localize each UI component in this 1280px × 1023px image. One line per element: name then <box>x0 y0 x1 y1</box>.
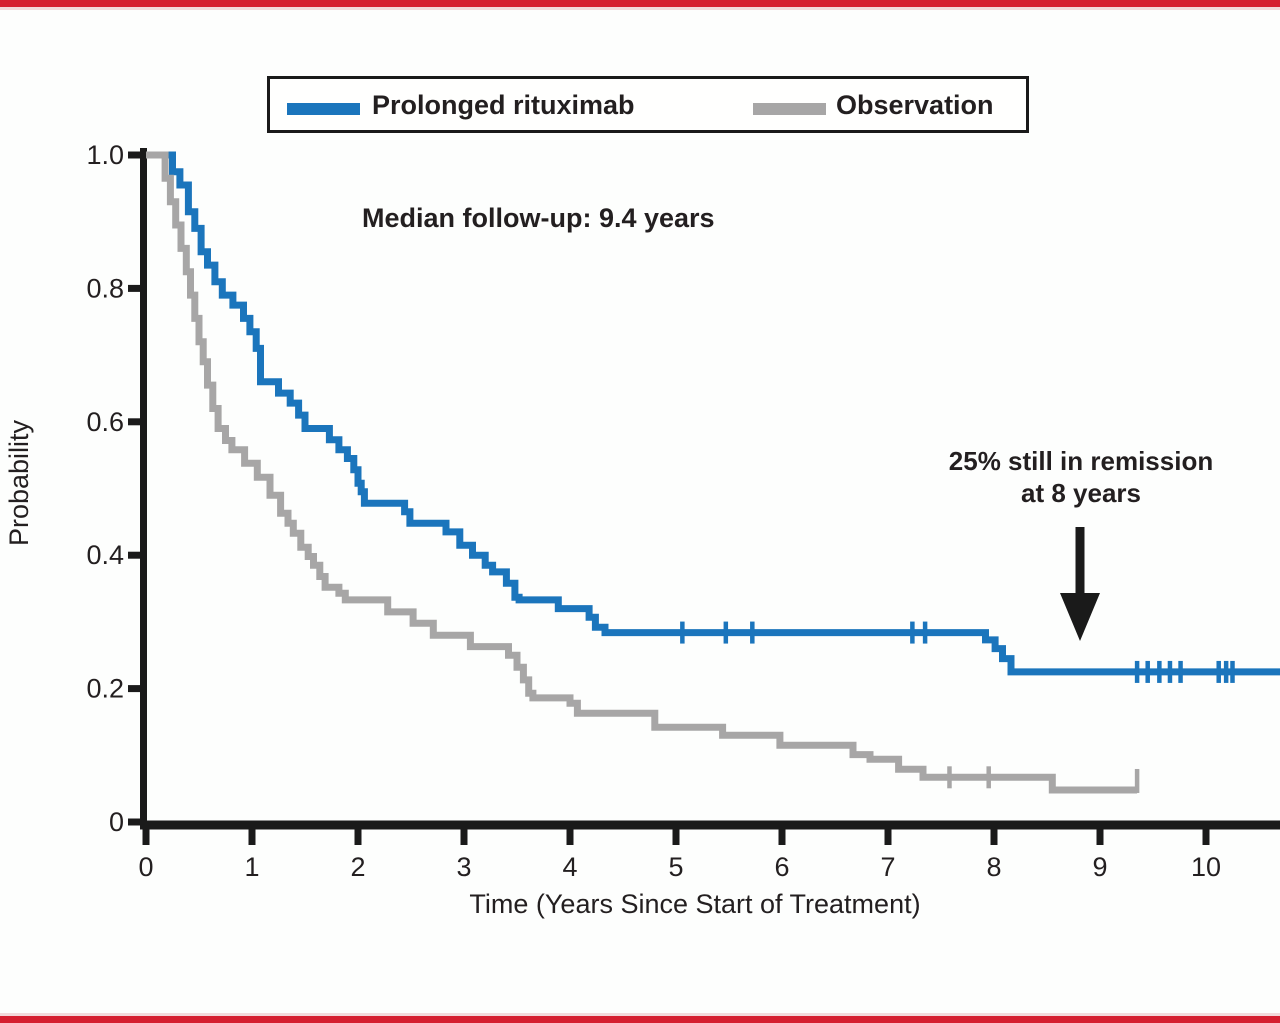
x-tick-label: 10 <box>1191 852 1221 882</box>
bottom-border-bar-soft <box>0 1013 1280 1016</box>
remission-arrow-icon <box>1060 527 1100 641</box>
top-border-bar-soft <box>0 7 1280 10</box>
survival-curve-rituximab <box>146 151 1280 676</box>
y-tick-label: 1.0 <box>86 140 124 170</box>
x-tick-label: 5 <box>668 852 683 882</box>
legend-label-observation: Observation <box>836 90 994 120</box>
remission-annotation: 25% still in remission at 8 years <box>925 445 1237 509</box>
x-tick-label: 3 <box>456 852 471 882</box>
top-border-bar-main <box>0 0 1280 7</box>
y-tick-label: 0 <box>109 807 124 837</box>
axes-layer <box>128 148 1280 845</box>
survival-curve-observation <box>146 151 1138 794</box>
x-tick-label: 8 <box>986 852 1001 882</box>
x-tick-label: 1 <box>244 852 259 882</box>
top-border-bar <box>0 0 1280 10</box>
x-axis-title: Time (Years Since Start of Treatment) <box>469 889 920 919</box>
x-tick-label: 4 <box>562 852 577 882</box>
y-tick-label: 0.6 <box>86 407 124 437</box>
y-tick-label: 0.2 <box>86 674 124 704</box>
x-tick-label: 2 <box>350 852 365 882</box>
y-tick-label: 0.8 <box>86 273 124 303</box>
legend-swatch-observation <box>753 103 826 115</box>
chart-legend: Prolonged rituximab Observation <box>267 76 1029 133</box>
legend-swatch-rituximab <box>287 103 360 115</box>
tick-label-layer: 1.0 0.8 0.6 0.4 0.2 00 1 2 3 4 5 6 7 8 9 10 <box>86 140 1221 882</box>
remission-annotation-line1: 25% still in remission <box>948 446 1214 476</box>
curves-layer <box>146 151 1280 794</box>
median-followup-annotation: Median follow-up: 9.4 years <box>362 203 715 233</box>
legend-label-rituximab: Prolonged rituximab <box>372 90 635 120</box>
y-tick-label: 0.4 <box>86 540 124 570</box>
bottom-border-bar-main <box>0 1016 1280 1023</box>
x-tick-label: 7 <box>880 852 895 882</box>
x-tick-label: 6 <box>774 852 789 882</box>
y-axis-title: Probability <box>4 419 34 546</box>
x-tick-label: 9 <box>1092 852 1107 882</box>
bottom-border-bar <box>0 1013 1280 1023</box>
x-tick-label: 0 <box>138 852 153 882</box>
remission-annotation-line2: at 8 years <box>1021 478 1141 508</box>
